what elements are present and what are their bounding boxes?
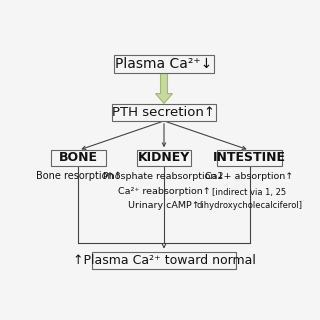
Text: PTH secretion↑: PTH secretion↑ — [113, 106, 215, 119]
FancyBboxPatch shape — [92, 252, 236, 269]
Text: KIDNEY: KIDNEY — [138, 151, 190, 164]
Text: [indirect via 1, 25: [indirect via 1, 25 — [212, 188, 287, 197]
FancyBboxPatch shape — [137, 150, 191, 165]
Polygon shape — [156, 73, 172, 103]
Text: Urinary cAMP↑: Urinary cAMP↑ — [128, 202, 200, 211]
Text: ↑Plasma Ca²⁺ toward normal: ↑Plasma Ca²⁺ toward normal — [73, 254, 255, 267]
FancyBboxPatch shape — [51, 150, 106, 165]
Text: BONE: BONE — [59, 151, 98, 164]
FancyBboxPatch shape — [112, 104, 216, 121]
Text: Bone resorption↑: Bone resorption↑ — [36, 172, 121, 181]
Text: Phosphate reabsorption↓: Phosphate reabsorption↓ — [103, 172, 225, 181]
Text: Ca2+ absorption↑: Ca2+ absorption↑ — [205, 172, 294, 181]
FancyBboxPatch shape — [115, 55, 214, 73]
Text: Ca²⁺ reabsorption↑: Ca²⁺ reabsorption↑ — [118, 187, 210, 196]
Text: dihydroxycholecalciferol]: dihydroxycholecalciferol] — [196, 202, 303, 211]
Text: Plasma Ca²⁺↓: Plasma Ca²⁺↓ — [116, 57, 212, 71]
FancyBboxPatch shape — [217, 150, 282, 165]
Text: INTESTINE: INTESTINE — [213, 151, 286, 164]
